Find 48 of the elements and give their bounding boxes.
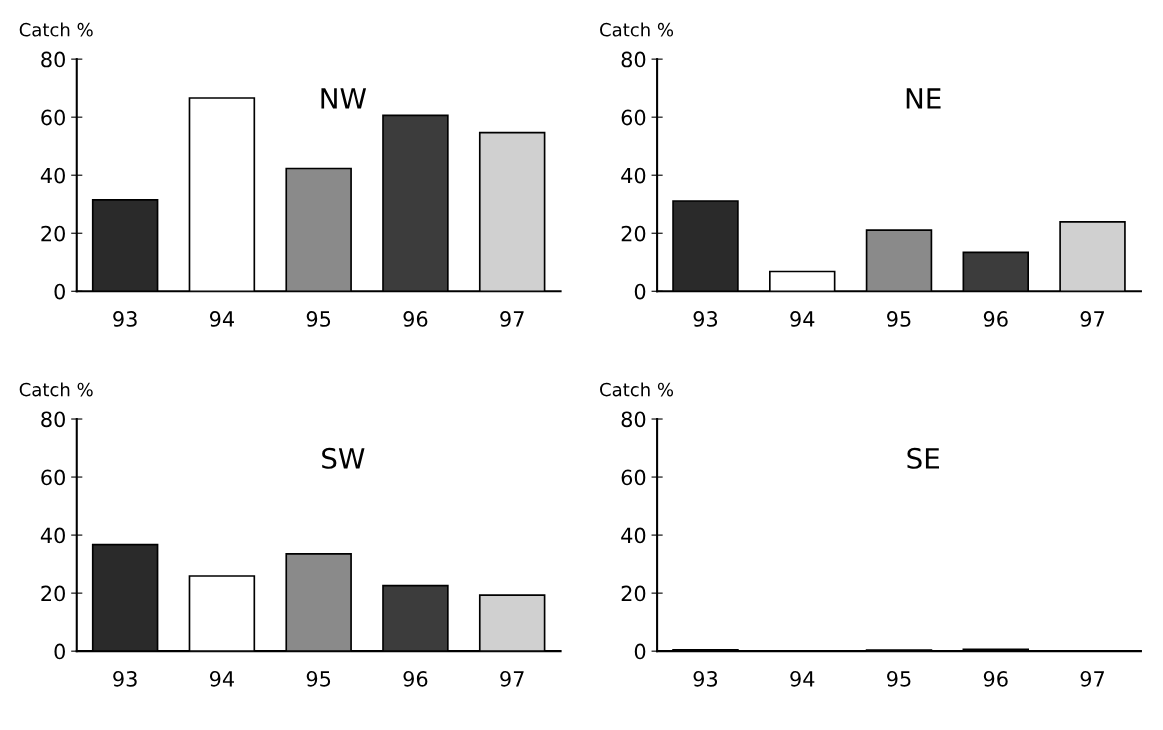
x-tick-label: 95 <box>306 670 331 687</box>
y-tick-label: 80 <box>621 51 646 68</box>
text: SE <box>907 447 939 469</box>
x-tick-label: 96 <box>403 670 428 687</box>
y-tick-label: 0 <box>634 643 646 660</box>
x-tick-label: 93 <box>693 311 718 327</box>
x-tick-label: 96 <box>983 311 1008 327</box>
y-tick-label: 0 <box>54 643 65 660</box>
y-tick-label: 60 <box>621 109 646 126</box>
x-tick-label: 94 <box>209 311 234 327</box>
y-tick-label: 0 <box>54 283 65 300</box>
x-tick-label: 96 <box>983 670 1008 687</box>
y-tick-label: 40 <box>40 527 65 544</box>
y-tick-label: 80 <box>41 51 65 68</box>
y-axis-title: Catch % <box>600 382 674 397</box>
x-tick-label: 94 <box>790 311 815 327</box>
text: NW <box>321 88 367 109</box>
y-tick-label: 60 <box>41 109 65 126</box>
y-tick-label: 60 <box>41 469 65 486</box>
y-tick-label: 80 <box>621 411 646 428</box>
text: NE <box>906 88 941 109</box>
x-tick-label: 97 <box>1080 311 1104 327</box>
y-tick-label: 40 <box>40 167 65 184</box>
y-axis-title: Catch % <box>600 22 674 37</box>
x-tick-label: 95 <box>887 670 911 687</box>
y-tick-label: 40 <box>621 527 646 544</box>
x-tick-label: 97 <box>1080 670 1104 687</box>
x-tick-label: 93 <box>693 670 718 687</box>
x-tick-label: 93 <box>113 670 137 687</box>
x-tick-label: 96 <box>403 311 428 327</box>
text: SW <box>322 447 365 469</box>
y-tick-label: 40 <box>621 167 646 184</box>
y-tick-label: 0 <box>634 283 646 300</box>
y-tick-label: 20 <box>621 225 646 242</box>
y-tick-label: 80 <box>41 411 65 428</box>
x-tick-label: 97 <box>500 670 524 687</box>
x-tick-label: 94 <box>209 670 234 687</box>
y-axis-title: Catch % <box>19 22 93 37</box>
x-tick-label: 97 <box>500 311 524 327</box>
x-tick-label: 94 <box>790 670 815 687</box>
y-tick-label: 20 <box>41 225 65 242</box>
y-tick-label: 60 <box>621 469 646 486</box>
x-tick-label: 95 <box>306 311 331 327</box>
x-tick-label: 93 <box>113 311 137 327</box>
y-tick-label: 20 <box>621 585 646 602</box>
y-tick-label: 20 <box>41 585 65 602</box>
x-tick-label: 95 <box>887 311 911 327</box>
y-axis-title: Catch % <box>19 382 93 397</box>
